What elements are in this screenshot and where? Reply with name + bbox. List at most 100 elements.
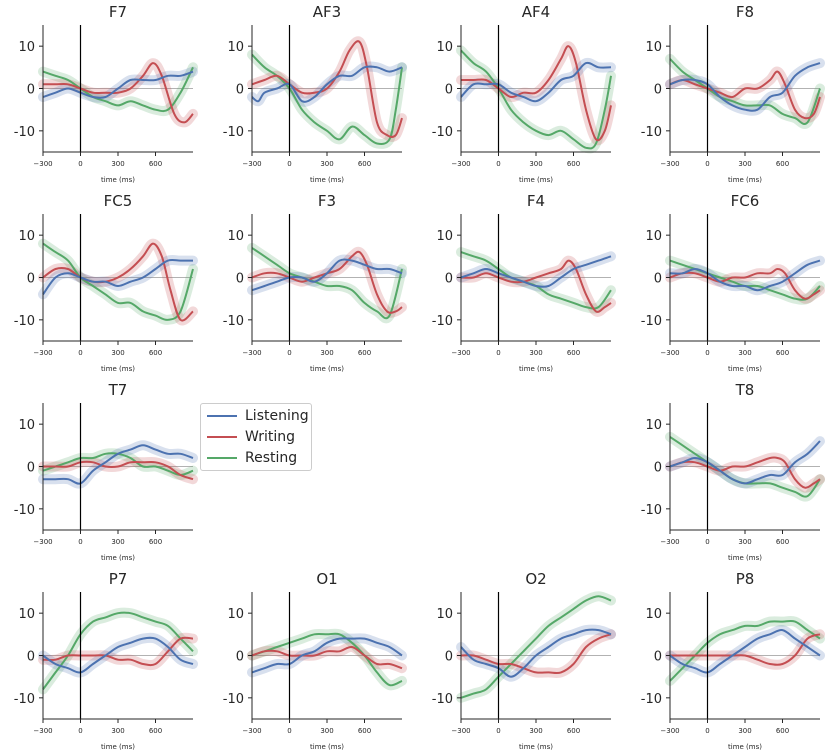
- series-line-writing: [460, 259, 612, 313]
- y-tick-label: 10: [18, 40, 35, 55]
- series-line-writing: [43, 460, 194, 481]
- x-tick-label: 300: [111, 727, 124, 735]
- series-line-resting: [251, 247, 403, 320]
- series-line-listening: [43, 444, 194, 485]
- y-tick-label: -10: [641, 125, 662, 140]
- panel-af4: AF4 -10 0 10 −300 0 300 600 time (ms): [432, 3, 616, 184]
- x-tick-label: 0: [78, 160, 82, 168]
- x-tick-label: 600: [567, 349, 580, 357]
- x-tick-label: −300: [242, 349, 261, 357]
- y-tick-label: 0: [236, 272, 244, 287]
- y-tick-label: -10: [641, 503, 662, 518]
- series-line-resting: [42, 242, 194, 321]
- series-line-writing: [43, 62, 194, 124]
- x-tick-label: 600: [776, 538, 789, 546]
- x-tick-label: 0: [78, 538, 82, 546]
- x-axis-label: time (ms): [310, 743, 344, 751]
- y-tick-label: 0: [445, 650, 453, 665]
- x-tick-label: −300: [451, 349, 470, 357]
- x-tick-label: 600: [149, 160, 162, 168]
- x-tick-label: 600: [358, 727, 371, 735]
- y-tick-label: 0: [445, 83, 453, 98]
- series-line-writing: [251, 40, 403, 138]
- y-tick-label: -10: [641, 692, 662, 707]
- panel-title-f4: F4: [527, 192, 545, 210]
- y-tick-label: 10: [18, 607, 35, 622]
- panel-title-af3: AF3: [313, 3, 341, 21]
- y-tick-label: 0: [27, 272, 35, 287]
- x-axis-label: time (ms): [519, 743, 553, 751]
- x-tick-label: −300: [660, 538, 679, 546]
- x-tick-label: −300: [451, 727, 470, 735]
- panel-title-t8: T8: [735, 381, 755, 399]
- x-axis-label: time (ms): [728, 554, 762, 562]
- y-tick-label: 0: [654, 461, 662, 476]
- x-tick-label: 0: [287, 727, 291, 735]
- x-axis-label: time (ms): [310, 176, 344, 184]
- x-tick-label: 300: [738, 160, 751, 168]
- x-axis-label: time (ms): [728, 365, 762, 373]
- panel-f3: F3 -10 0 10 −300 0 300 600 time (ms): [223, 192, 407, 373]
- series-line-listening: [42, 636, 194, 674]
- series-line-listening: [42, 258, 193, 295]
- panel-af3: AF3 -10 0 10 −300 0 300 600 time (ms): [223, 3, 407, 184]
- series-line-listening: [251, 637, 403, 674]
- panel-o1: O1 -10 0 10 −300 0 300 600 time (ms): [223, 570, 407, 751]
- x-tick-label: −300: [33, 538, 52, 546]
- y-tick-label: 10: [645, 607, 662, 622]
- y-tick-label: 0: [654, 650, 662, 665]
- panel-title-fc5: FC5: [104, 192, 133, 210]
- series-line-writing: [460, 633, 612, 675]
- y-tick-label: -10: [432, 692, 453, 707]
- y-tick-label: -10: [432, 125, 453, 140]
- series-line-listening: [460, 61, 612, 103]
- x-axis-label: time (ms): [728, 743, 762, 751]
- series-line-writing: [669, 456, 821, 489]
- legend-item-resting: Resting: [207, 448, 297, 468]
- x-tick-label: 300: [320, 349, 333, 357]
- panel-title-p7: P7: [109, 570, 128, 588]
- y-tick-label: 0: [27, 83, 35, 98]
- x-tick-label: 600: [567, 727, 580, 735]
- y-tick-label: -10: [14, 503, 35, 518]
- series-line-writing: [670, 633, 821, 666]
- y-tick-label: 10: [436, 40, 453, 55]
- x-tick-label: −300: [242, 727, 261, 735]
- series-line-listening: [460, 255, 612, 288]
- series-line-listening: [669, 440, 821, 485]
- x-tick-label: 600: [358, 160, 371, 168]
- panel-p8: P8 -10 0 10 −300 0 300 600 time (ms): [641, 570, 825, 751]
- panel-title-t7: T7: [108, 381, 128, 399]
- y-tick-label: 10: [227, 40, 244, 55]
- x-tick-label: 0: [78, 349, 82, 357]
- x-tick-label: 600: [776, 160, 789, 168]
- x-tick-label: 300: [111, 160, 124, 168]
- panel-o2: O2 -10 0 10 −300 0 300 600 time (ms): [432, 570, 616, 751]
- series-line-listening: [42, 70, 194, 99]
- panel-title-f8: F8: [736, 3, 754, 21]
- x-axis-label: time (ms): [310, 365, 344, 373]
- x-tick-label: 0: [705, 349, 709, 357]
- x-axis-label: time (ms): [728, 176, 762, 184]
- x-tick-label: −300: [660, 160, 679, 168]
- legend-swatch-resting: [207, 457, 237, 459]
- series-line-writing: [251, 645, 403, 670]
- y-tick-label: -10: [223, 125, 244, 140]
- x-tick-label: 600: [358, 349, 371, 357]
- x-axis-label: time (ms): [519, 176, 553, 184]
- series-line-writing: [460, 45, 612, 142]
- legend-label-resting: Resting: [245, 450, 298, 466]
- x-axis-label: time (ms): [101, 365, 135, 373]
- x-tick-label: 300: [320, 160, 333, 168]
- y-tick-label: 0: [236, 83, 244, 98]
- y-tick-label: 10: [645, 40, 662, 55]
- series-line-listening: [460, 628, 612, 678]
- x-tick-label: 0: [78, 727, 82, 735]
- x-axis-label: time (ms): [519, 365, 553, 373]
- y-tick-label: 10: [645, 229, 662, 244]
- x-tick-label: −300: [660, 349, 679, 357]
- series-line-writing: [669, 70, 821, 120]
- x-tick-label: −300: [33, 349, 52, 357]
- x-tick-label: −300: [660, 727, 679, 735]
